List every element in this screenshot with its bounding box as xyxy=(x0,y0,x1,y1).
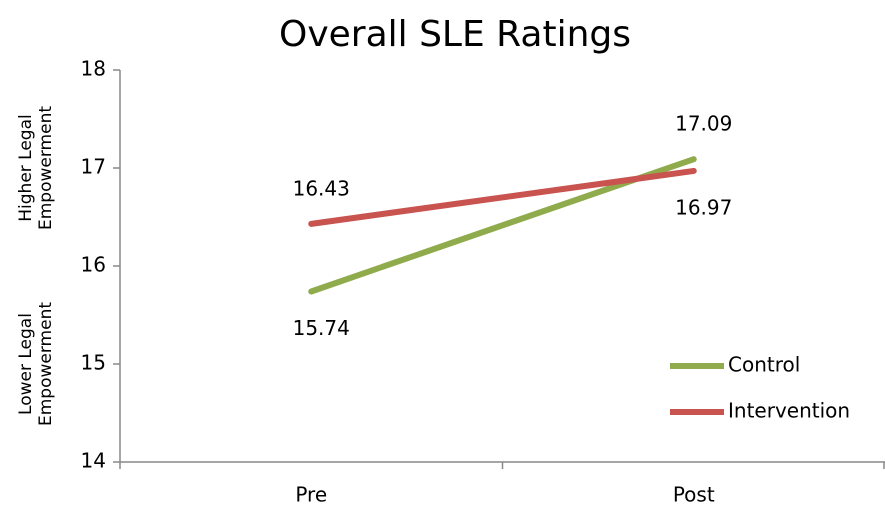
y-tick-label: 14 xyxy=(81,449,106,473)
y-tick-label: 16 xyxy=(81,253,106,277)
data-label: 17.09 xyxy=(675,112,732,136)
y-axis-annotation: Higher Legal Empowerment xyxy=(16,106,56,230)
y-tick-label: 18 xyxy=(81,57,106,81)
annotation-line: Lower Legal xyxy=(16,313,36,415)
legend-label: Control xyxy=(728,353,800,377)
x-tick-label: Pre xyxy=(295,483,327,505)
chart-title: Overall SLE Ratings xyxy=(279,14,631,55)
series-line xyxy=(308,167,697,227)
y-axis-annotation: Lower Legal Empowerment xyxy=(16,302,56,426)
annotation-line: Higher Legal xyxy=(16,114,36,222)
annotation-line: Empowerment xyxy=(36,106,56,230)
annotation-line: Empowerment xyxy=(36,302,56,426)
data-label: 16.97 xyxy=(675,195,732,219)
data-label: 16.43 xyxy=(293,176,350,200)
x-tick-label: Post xyxy=(673,483,715,505)
y-tick-label: 15 xyxy=(81,351,106,375)
y-tick-label: 17 xyxy=(81,155,106,179)
legend-label: Intervention xyxy=(728,399,850,423)
data-label: 15.74 xyxy=(293,316,350,340)
